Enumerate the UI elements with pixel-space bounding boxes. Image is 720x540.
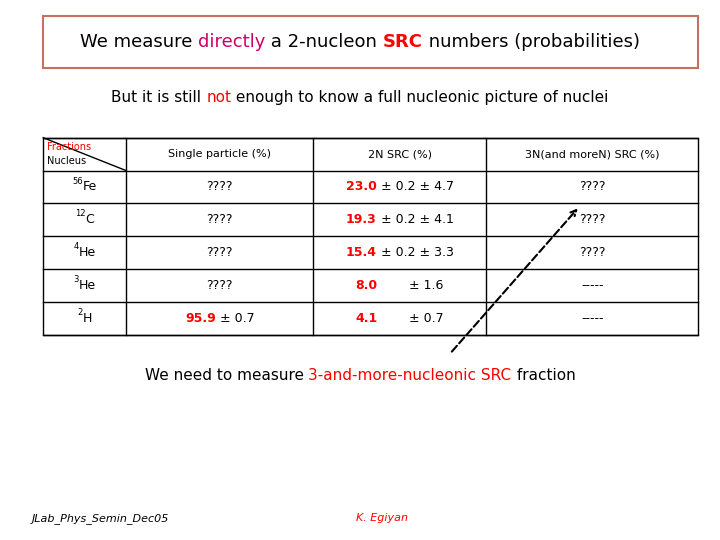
- Text: But it is still: But it is still: [112, 90, 206, 105]
- Text: 19.3: 19.3: [346, 213, 377, 226]
- Text: ????: ????: [207, 180, 233, 193]
- Text: 4.1: 4.1: [355, 312, 377, 325]
- Text: ????: ????: [579, 246, 606, 259]
- Text: ± 0.7: ± 0.7: [216, 312, 254, 325]
- Text: -----: -----: [581, 312, 603, 325]
- Text: ± 0.2 ± 3.3: ± 0.2 ± 3.3: [377, 246, 454, 259]
- Text: 12: 12: [75, 210, 86, 218]
- Text: ± 0.7: ± 0.7: [377, 312, 444, 325]
- Text: 15.4: 15.4: [346, 246, 377, 259]
- Text: -----: -----: [581, 279, 603, 292]
- Text: ± 0.2 ± 4.7: ± 0.2 ± 4.7: [377, 180, 454, 193]
- Bar: [43, 138, 698, 335]
- Text: Fe: Fe: [83, 180, 97, 193]
- Text: 4: 4: [73, 242, 78, 251]
- Text: numbers (probabilities): numbers (probabilities): [423, 33, 640, 51]
- Text: He: He: [78, 279, 96, 292]
- Text: ????: ????: [579, 213, 606, 226]
- Text: 3N(and moreN) SRC (%): 3N(and moreN) SRC (%): [525, 149, 660, 159]
- Text: ????: ????: [207, 213, 233, 226]
- Text: JLab_Phys_Semin_Dec05: JLab_Phys_Semin_Dec05: [32, 513, 169, 524]
- Text: K. Egiyan: K. Egiyan: [356, 514, 408, 523]
- Text: We need to measure: We need to measure: [145, 368, 308, 383]
- Text: fraction: fraction: [512, 368, 575, 383]
- Text: ± 0.2 ± 4.1: ± 0.2 ± 4.1: [377, 213, 454, 226]
- Text: SRC: SRC: [383, 33, 423, 51]
- Text: H: H: [83, 312, 92, 325]
- Text: directly: directly: [198, 33, 266, 51]
- Text: Nucleus: Nucleus: [47, 157, 86, 166]
- Text: 2: 2: [77, 308, 83, 317]
- Text: 3: 3: [73, 275, 78, 284]
- Text: 23.0: 23.0: [346, 180, 377, 193]
- Text: ????: ????: [207, 246, 233, 259]
- Text: ± 1.6: ± 1.6: [377, 279, 444, 292]
- Text: 8.0: 8.0: [356, 279, 377, 292]
- Text: Fractions: Fractions: [47, 142, 91, 152]
- Text: He: He: [78, 246, 96, 259]
- Text: not: not: [206, 90, 231, 105]
- Text: 56: 56: [72, 177, 83, 186]
- Text: 2N SRC (%): 2N SRC (%): [368, 149, 431, 159]
- Text: enough to know a full nucleonic picture of nuclei: enough to know a full nucleonic picture …: [231, 90, 608, 105]
- Text: a 2-nucleon: a 2-nucleon: [266, 33, 383, 51]
- Text: C: C: [86, 213, 94, 226]
- Text: ????: ????: [579, 180, 606, 193]
- Text: We measure: We measure: [80, 33, 198, 51]
- Text: Single particle (%): Single particle (%): [168, 149, 271, 159]
- FancyBboxPatch shape: [43, 16, 698, 68]
- Text: 95.9: 95.9: [185, 312, 216, 325]
- Text: ????: ????: [207, 279, 233, 292]
- Text: 3-and-more-nucleonic SRC: 3-and-more-nucleonic SRC: [308, 368, 512, 383]
